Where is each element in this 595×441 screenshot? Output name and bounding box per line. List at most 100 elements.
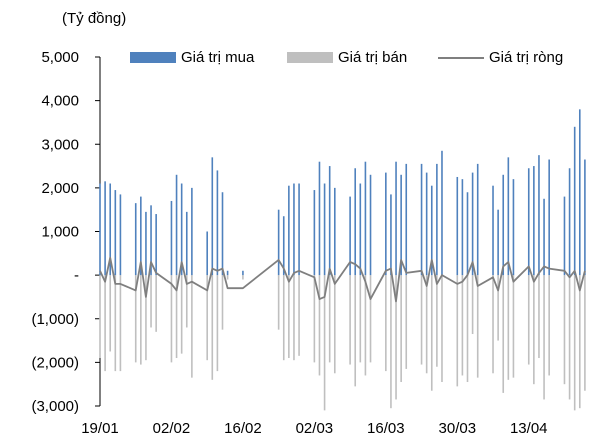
sell-bar [502, 275, 505, 393]
y-tick-label: (1,000) [31, 311, 79, 328]
buy-bar [99, 183, 101, 276]
legend-swatch-buy [130, 52, 176, 63]
sell-bar [359, 275, 362, 363]
buy-bar [328, 166, 331, 276]
sell-bar [109, 275, 112, 352]
buy-bar [323, 183, 326, 276]
y-tick-label: 2,000 [41, 180, 79, 197]
x-tick-label: 30/03 [439, 420, 477, 437]
sell-bar [145, 275, 147, 361]
legend-item-net: Giá trị ròng [438, 49, 563, 66]
sell-bar [405, 275, 408, 369]
sell-bar [430, 275, 433, 391]
sell-bar [461, 275, 464, 376]
legend-label-net: Giá trị ròng [489, 49, 564, 66]
x-tick-label: 16/02 [224, 420, 262, 437]
sell-bar [456, 275, 459, 387]
buy-bar [109, 183, 112, 276]
sell-bar [512, 275, 515, 378]
sell-bar [180, 275, 183, 354]
sell-bar [420, 275, 423, 365]
sell-bar [507, 275, 510, 380]
buy-bar [584, 159, 586, 276]
buy-bar [502, 174, 505, 276]
buy-bar [216, 170, 219, 276]
buy-bar [155, 214, 157, 276]
buy-bar [573, 126, 576, 276]
sell-bar [99, 275, 101, 359]
x-tick-label: 02/03 [296, 420, 334, 437]
buy-bar [538, 155, 540, 276]
buy-bar [430, 185, 433, 276]
buy-bar [471, 172, 474, 276]
sell-bar [288, 275, 290, 359]
sell-bar [354, 275, 357, 387]
buy-bar [436, 163, 438, 276]
sell-bar [527, 275, 530, 365]
legend-label-sell: Giá trị bán [338, 49, 408, 66]
buy-bar [170, 200, 173, 276]
sell-bar [538, 275, 540, 359]
sell-bar [226, 275, 229, 280]
buy-bar [288, 185, 290, 276]
buy-bar [211, 157, 214, 276]
sell-bar [313, 275, 316, 363]
sell-bar [323, 275, 326, 411]
buy-bar [441, 150, 443, 276]
sell-bar [390, 275, 392, 409]
sell-bar [119, 275, 122, 372]
sell-bar [282, 275, 285, 361]
buy-bar [293, 183, 295, 276]
sell-bar [578, 275, 581, 409]
buy-bar [349, 196, 351, 276]
y-tick-label: 4,000 [41, 93, 79, 110]
buy-bar [512, 179, 515, 276]
buy-bar [492, 185, 494, 276]
buy-bar [456, 176, 459, 276]
sell-bar [492, 275, 494, 374]
legend-item-buy: Giá trị mua [130, 49, 254, 66]
buy-bar [385, 172, 387, 276]
buy-bar [175, 174, 178, 276]
buy-bar [134, 203, 137, 276]
buy-bar [364, 161, 367, 276]
buy-bar [461, 179, 464, 276]
sell-bar [497, 275, 499, 341]
sell-bar [548, 275, 550, 376]
buy-bar [395, 161, 397, 276]
buy-bar [578, 109, 581, 276]
buy-bar [548, 159, 550, 276]
buy-bar [390, 194, 392, 276]
sell-bar [400, 275, 402, 383]
buy-bar [150, 205, 152, 276]
legend-swatch-sell [287, 52, 333, 63]
buy-bar [298, 183, 300, 276]
buy-bar [425, 172, 428, 276]
buy-bar [543, 198, 545, 276]
sell-bar [328, 275, 331, 363]
buy-bar [226, 270, 229, 276]
sell-bar [584, 275, 586, 391]
net-value-line [99, 256, 586, 303]
sell-bar [114, 275, 117, 372]
buy-bar [221, 192, 224, 276]
legend-label-buy: Giá trị mua [181, 49, 255, 66]
buy-bar [563, 196, 566, 276]
buy-bar [507, 157, 510, 276]
y-tick-label: (2,000) [31, 354, 79, 371]
sell-bar [436, 275, 438, 367]
sell-bar [277, 275, 280, 330]
buy-bar [527, 168, 530, 276]
sell-bar [441, 275, 443, 383]
sell-bar [333, 275, 336, 374]
sell-bar [425, 275, 428, 374]
sell-bar [221, 275, 224, 330]
sell-bar [104, 275, 106, 372]
buy-bar [277, 209, 280, 276]
sell-bar [191, 275, 193, 378]
buy-bar [140, 196, 142, 276]
y-tick-label: (3,000) [31, 398, 79, 415]
sell-bar [150, 275, 152, 328]
buy-bar [145, 211, 147, 276]
y-tick-label: 3,000 [41, 136, 79, 153]
